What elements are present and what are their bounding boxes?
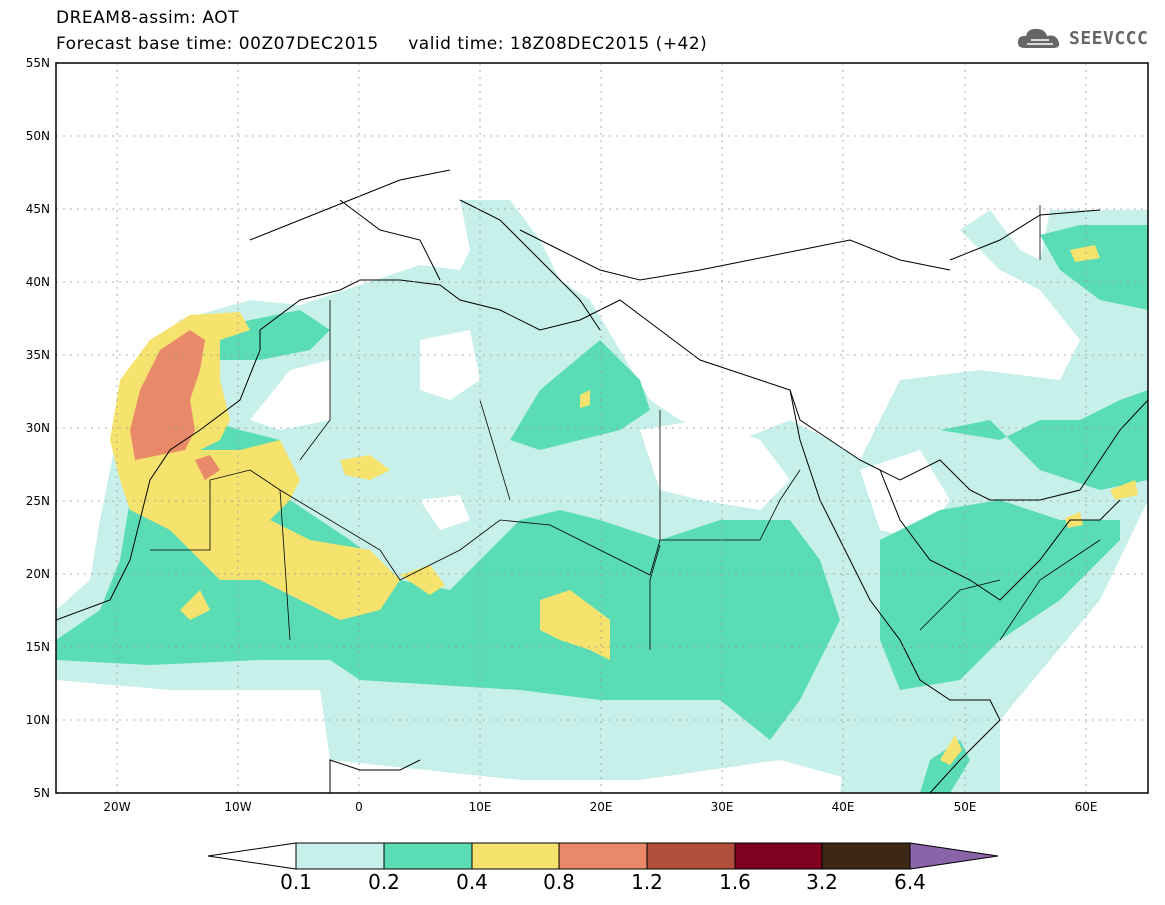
colorbar-label: 0.4 (456, 870, 488, 894)
lat-label: 5N (33, 786, 50, 800)
lon-label: 50E (954, 800, 977, 814)
colorbar-swatch-over (909, 842, 999, 870)
colorbar-swatch (646, 842, 736, 870)
map-frame (55, 62, 1149, 794)
lat-label: 10N (26, 713, 50, 727)
lat-label: 50N (26, 129, 50, 143)
lat-label: 55N (26, 56, 50, 70)
lon-label: 60E (1075, 800, 1098, 814)
seevccc-logo: SEEVCCC (1015, 22, 1148, 54)
forecast-base-time: Forecast base time: 00Z07DEC2015 (56, 34, 379, 54)
lat-label: 35N (26, 348, 50, 362)
forecast-times: Forecast base time: 00Z07DEC2015 valid t… (56, 34, 707, 54)
lon-label: 10W (224, 800, 251, 814)
colorbar-swatch (558, 842, 648, 870)
colorbar-swatch-under (207, 842, 297, 870)
lat-label: 25N (26, 494, 50, 508)
aot-contour-08 (130, 330, 220, 480)
colorbar-swatch (295, 842, 385, 870)
colorbar-swatch (471, 842, 560, 870)
colorbar-swatch (821, 842, 911, 870)
lat-label: 15N (26, 640, 50, 654)
cloud-icon (1017, 28, 1060, 48)
country-borders (150, 205, 1101, 650)
lat-label: 40N (26, 275, 50, 289)
lon-label: 20W (103, 800, 130, 814)
lon-label: 10E (469, 800, 492, 814)
lon-label: 30E (711, 800, 734, 814)
lat-label: 45N (26, 202, 50, 216)
colorbar-label: 6.4 (894, 870, 926, 894)
valid-time: valid time: 18Z08DEC2015 (+42) (408, 34, 708, 54)
lon-label: 20E (590, 800, 613, 814)
lon-label: 0 (355, 800, 363, 814)
logo-text: SEEVCCC (1069, 27, 1149, 49)
lon-label: 40E (832, 800, 855, 814)
graticule (56, 63, 1148, 793)
lat-label: 30N (26, 421, 50, 435)
colorbar-label: 1.2 (631, 870, 663, 894)
lat-label: 20N (26, 567, 50, 581)
map-title: DREAM8-assim: AOT (56, 8, 240, 28)
colorbar-label: 0.1 (280, 870, 312, 894)
colorbar-label: 0.8 (543, 870, 575, 894)
colorbar-swatch (383, 842, 473, 870)
colorbar (207, 842, 999, 870)
colorbar-label: 0.2 (368, 870, 400, 894)
colorbar-swatch (734, 842, 823, 870)
colorbar-label: 3.2 (806, 870, 838, 894)
colorbar-label: 1.6 (719, 870, 751, 894)
